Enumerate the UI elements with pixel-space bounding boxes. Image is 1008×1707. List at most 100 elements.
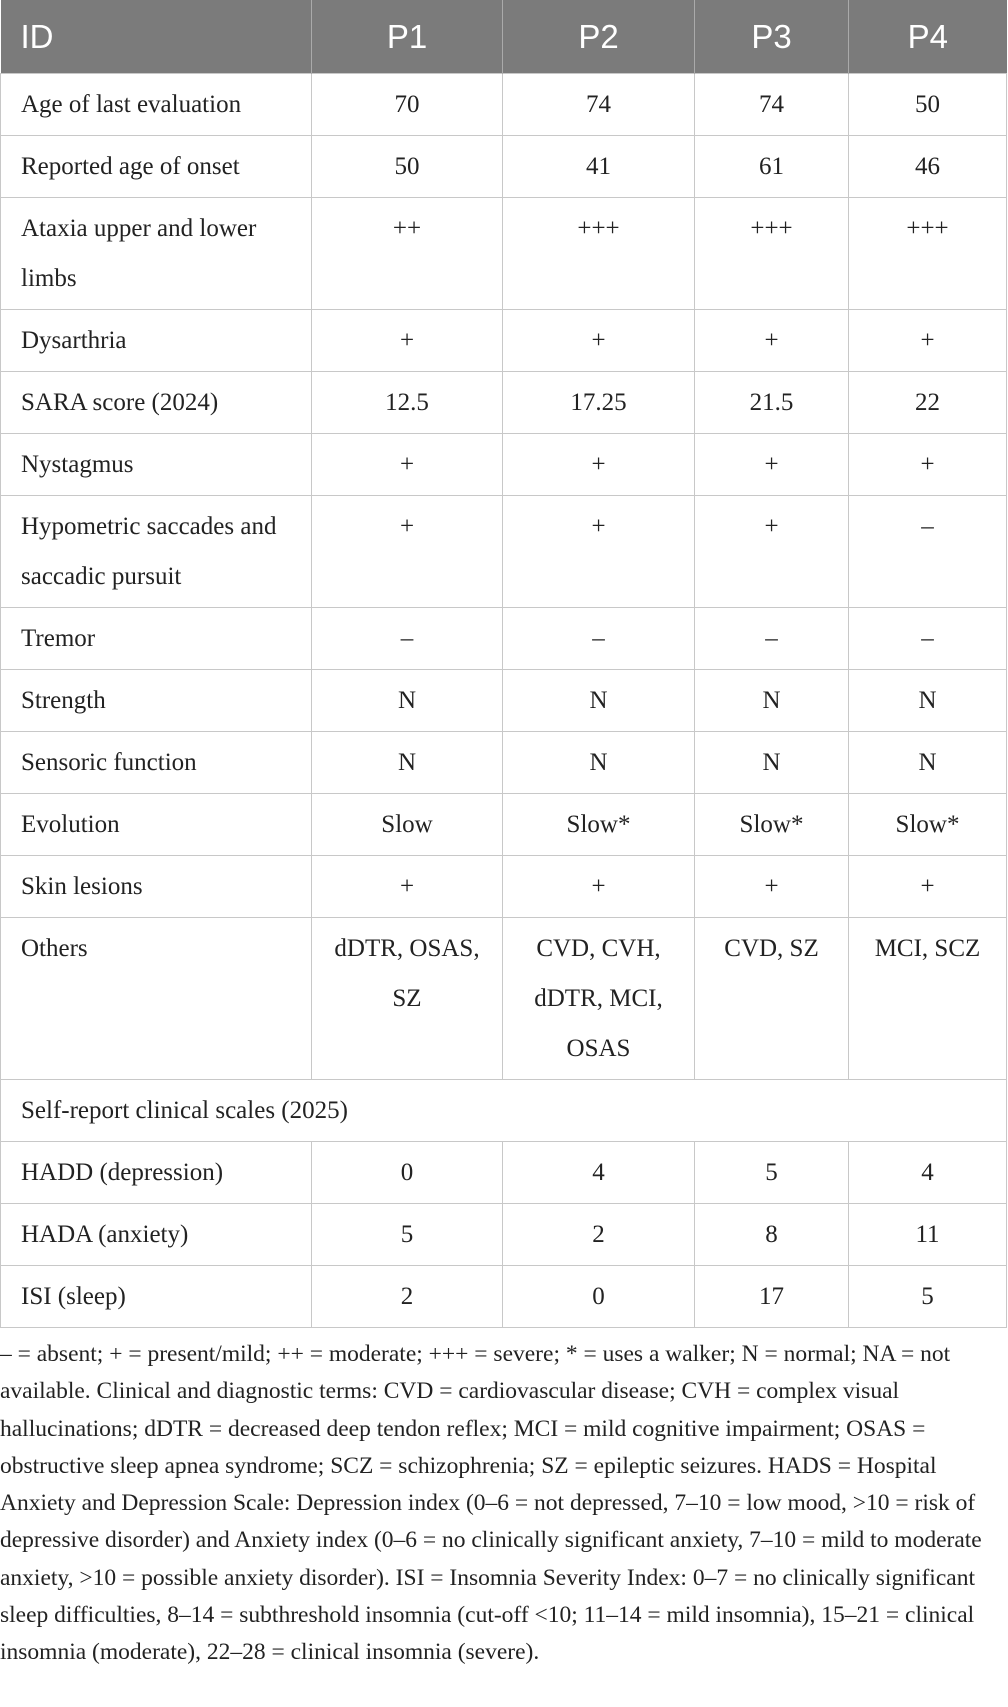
table-cell: SARA score (2024) (0, 371, 312, 434)
table-cell: Tremor (0, 607, 312, 670)
table-row: Dysarthria + + + + (0, 309, 1007, 372)
table-cell: 4 (502, 1141, 695, 1204)
table-cell: + (502, 309, 695, 372)
table-cell: + (848, 855, 1007, 918)
table-cell: 74 (694, 73, 849, 136)
table-cell: CVD, SZ (694, 917, 849, 1080)
table-cell: +++ (502, 197, 695, 310)
table-cell: 12.5 (311, 371, 503, 434)
table-cell: Others (0, 917, 312, 1080)
table-cell: 0 (311, 1141, 503, 1204)
table-row: Reported age of onset 50 41 61 46 (0, 135, 1007, 198)
table-cell: + (694, 495, 849, 608)
section-cell: Self-report clinical scales (2025) (0, 1079, 1007, 1142)
table-cell: HADA (anxiety) (0, 1203, 312, 1266)
table-cell: + (502, 433, 695, 496)
table-cell: Hypometric saccades and saccadic pursuit (0, 495, 312, 608)
table-cell: – (848, 495, 1007, 608)
table-cell: 46 (848, 135, 1007, 198)
table-cell: – (311, 607, 503, 670)
table-cell: 8 (694, 1203, 849, 1266)
table-cell: 11 (848, 1203, 1007, 1266)
table-cell: 4 (848, 1141, 1007, 1204)
table-cell: 2 (311, 1265, 503, 1328)
footnote: – = absent; + = present/mild; ++ = moder… (0, 1341, 982, 1666)
table-row: Hypometric saccades and saccadic pursuit… (0, 495, 1007, 608)
table-cell: +++ (848, 197, 1007, 310)
table-cell: 70 (311, 73, 503, 136)
page: ID P1 P2 P3 P4 Age of last evaluation 70 74 74 5… (0, 0, 1007, 1666)
table-cell: N (694, 731, 849, 794)
table-row: Self-report clinical scales (2025) (0, 1079, 1007, 1142)
table-cell: HADD (depression) (0, 1141, 312, 1204)
header-row: ID P1 P2 P3 P4 (0, 0, 1007, 74)
table-cell: Sensoric function (0, 731, 312, 794)
table-cell: + (311, 433, 503, 496)
table-cell: Strength (0, 669, 312, 732)
table-cell: CVD, CVH, dDTR, MCI, OSAS (502, 917, 695, 1080)
table-cell: 2 (502, 1203, 695, 1266)
table-row: Sensoric function N N N N (0, 731, 1007, 794)
table-cell: 0 (502, 1265, 695, 1328)
table-row: ISI (sleep) 2 0 17 5 (0, 1265, 1007, 1328)
table-row: Strength N N N N (0, 669, 1007, 732)
table-cell: Skin lesions (0, 855, 312, 918)
table-cell: 5 (694, 1141, 849, 1204)
table-row: Tremor – – – – (0, 607, 1007, 670)
table-cell: Ataxia upper and lower limbs (0, 197, 312, 310)
table-cell: Reported age of onset (0, 135, 312, 198)
table-cell: ++ (311, 197, 503, 310)
table-cell: N (502, 731, 695, 794)
table-cell: – (502, 607, 695, 670)
table-cell: + (311, 855, 503, 918)
table-cell: Slow* (502, 793, 695, 856)
table-cell: 50 (848, 73, 1007, 136)
table-row: Nystagmus + + + + (0, 433, 1007, 496)
table-row: Age of last evaluation 70 74 74 50 (0, 73, 1007, 136)
table-cell: + (502, 495, 695, 608)
table-cell: + (848, 309, 1007, 372)
table-row: Ataxia upper and lower limbs ++ +++ +++ +++ (0, 197, 1007, 310)
table-cell: 17.25 (502, 371, 695, 434)
table-cell: + (694, 309, 849, 372)
table-row: Evolution Slow Slow* Slow* Slow* (0, 793, 1007, 856)
table-cell: + (311, 309, 503, 372)
table-row: SARA score (2024) 12.5 17.25 21.5 22 (0, 371, 1007, 434)
table-cell: Slow* (848, 793, 1007, 856)
table-cell: ISI (sleep) (0, 1265, 312, 1328)
table-cell: 61 (694, 135, 849, 198)
table-cell: Nystagmus (0, 433, 312, 496)
table-cell: N (694, 669, 849, 732)
table-row: HADD (depression) 0 4 5 4 (0, 1141, 1007, 1204)
header-cell: P1 (311, 0, 503, 74)
table-cell: N (311, 669, 503, 732)
table-cell: N (848, 731, 1007, 794)
table-cell: 41 (502, 135, 695, 198)
header-cell: ID (0, 0, 312, 74)
table-cell: 17 (694, 1265, 849, 1328)
table-cell: 74 (502, 73, 695, 136)
table-cell: + (311, 495, 503, 608)
table-cell: N (848, 669, 1007, 732)
table-cell: dDTR, OSAS, SZ (311, 917, 503, 1080)
table-cell: +++ (694, 197, 849, 310)
table-cell: MCI, SCZ (848, 917, 1007, 1080)
table-cell: – (694, 607, 849, 670)
header-cell: P4 (848, 0, 1007, 74)
table-cell: 22 (848, 371, 1007, 434)
table-cell: 50 (311, 135, 503, 198)
table-cell: – (848, 607, 1007, 670)
table-cell: + (694, 855, 849, 918)
table-cell: Age of last evaluation (0, 73, 312, 136)
table-cell: Slow* (694, 793, 849, 856)
table-cell: Slow (311, 793, 503, 856)
table-row: Skin lesions + + + + (0, 855, 1007, 918)
table-cell: 21.5 (694, 371, 849, 434)
table-cell: 5 (311, 1203, 503, 1266)
table-cell: + (848, 433, 1007, 496)
header-cell: P2 (502, 0, 695, 74)
data-table: ID P1 P2 P3 P4 Age of last evaluation 70 74 74 5… (0, 0, 1007, 1328)
table-cell: Evolution (0, 793, 312, 856)
table-cell: + (694, 433, 849, 496)
header-cell: P3 (694, 0, 849, 74)
